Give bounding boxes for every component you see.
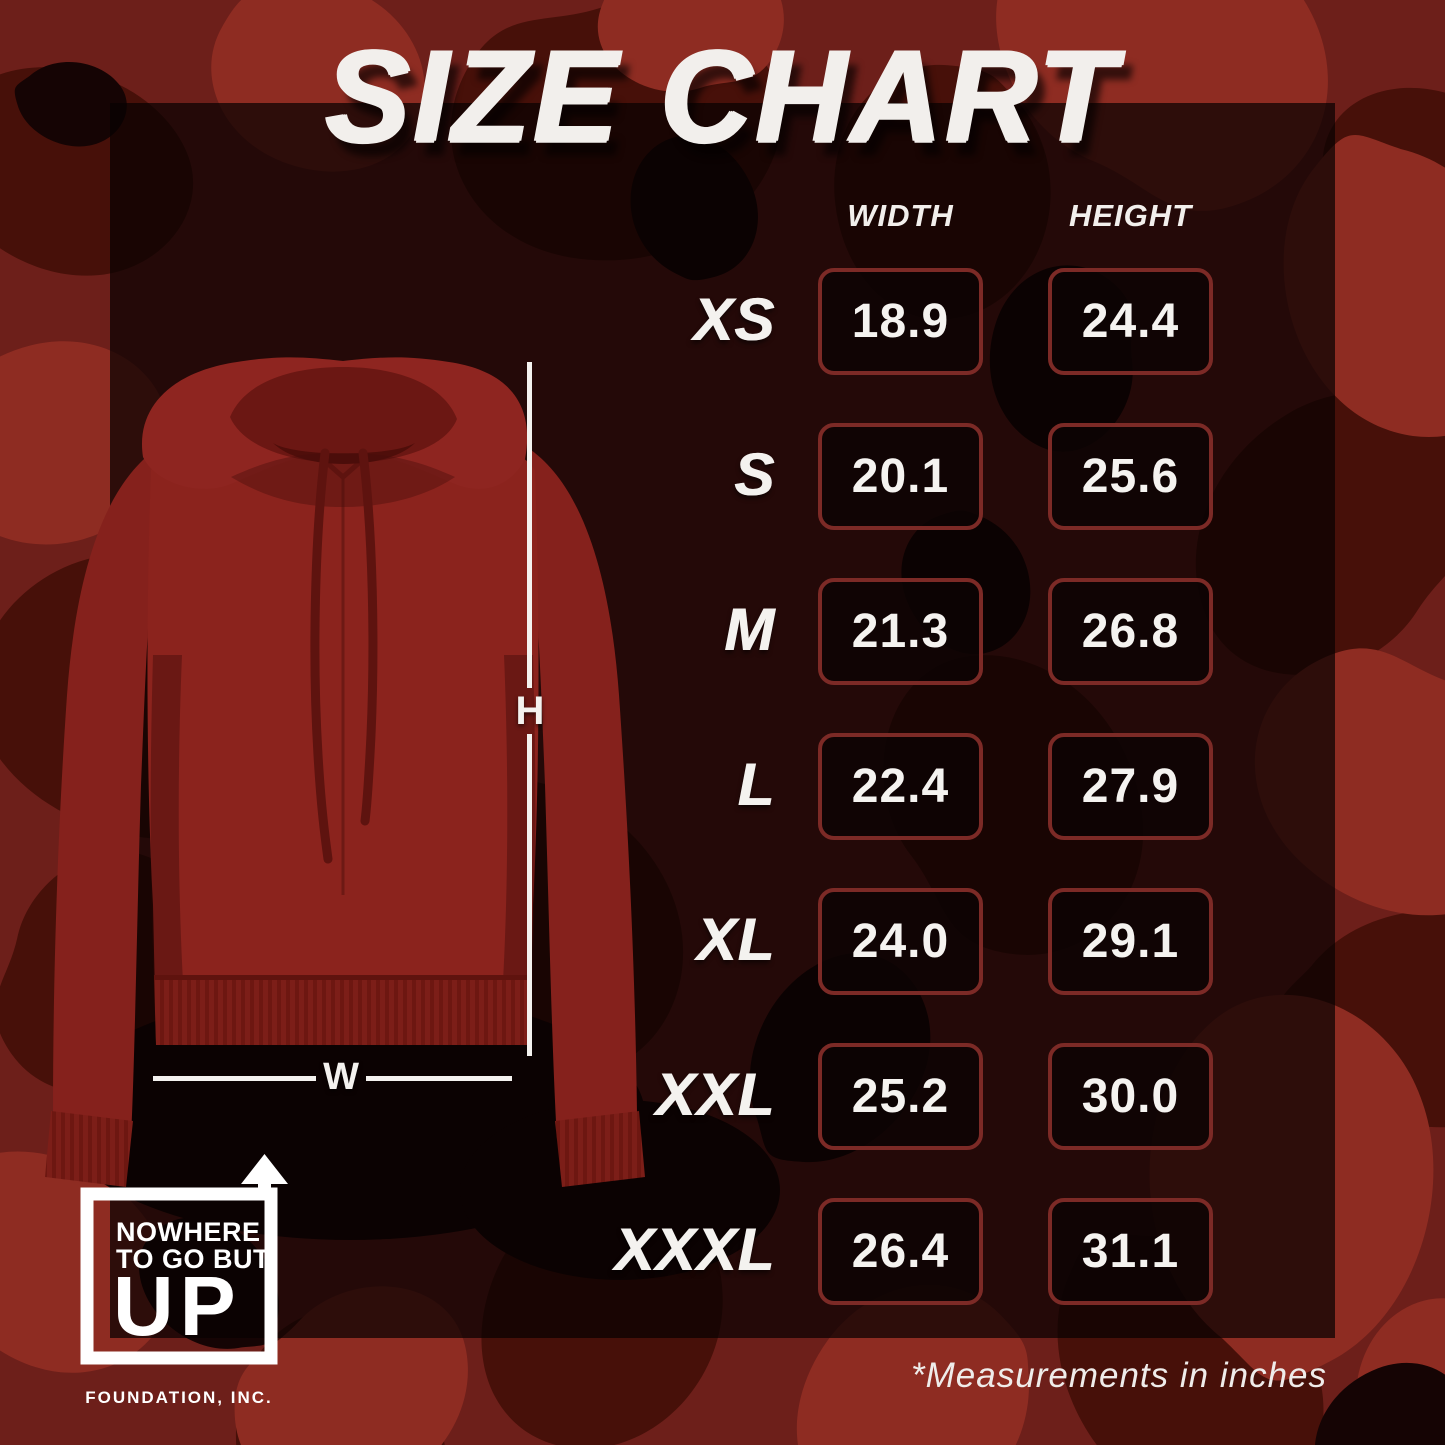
width-value: 26.4 xyxy=(851,1225,950,1278)
height-value: 24.4 xyxy=(1081,295,1180,348)
width-value-box: 20.1 xyxy=(818,423,983,530)
height-value: 29.1 xyxy=(1081,915,1180,968)
table-row: XL 24.0 29.1 xyxy=(0,888,1445,995)
width-measure-line-right xyxy=(366,1076,512,1081)
height-value: 26.8 xyxy=(1081,605,1180,658)
width-value-box: 25.2 xyxy=(818,1043,983,1150)
logo-text-line4: FOUNDATION, INC. xyxy=(85,1388,273,1407)
width-value: 25.2 xyxy=(851,1070,950,1123)
height-value: 25.6 xyxy=(1081,450,1180,503)
width-value-box: 22.4 xyxy=(818,733,983,840)
width-measure-line-left xyxy=(153,1076,316,1081)
height-value-box: 26.8 xyxy=(1048,578,1213,685)
width-value: 22.4 xyxy=(851,760,950,813)
height-value: 27.9 xyxy=(1081,760,1180,813)
size-label: XXL xyxy=(655,1061,775,1128)
table-row: XS 18.9 24.4 xyxy=(0,268,1445,375)
hoodie-left-sleeve xyxy=(53,450,159,1139)
hoodie-body-side-shadow-right xyxy=(499,655,536,1043)
table-row: XXL 25.2 30.0 xyxy=(0,1043,1445,1150)
hoodie-chest-shadow xyxy=(231,453,455,507)
width-measure-label: W xyxy=(323,1056,359,1098)
foundation-logo: NOWHERE TO GO BUT UP FOUNDATION, INC. xyxy=(80,1154,288,1407)
table-row: L 22.4 27.9 xyxy=(0,733,1445,840)
width-value: 21.3 xyxy=(851,605,950,658)
logo-square-frame xyxy=(80,1187,278,1365)
table-row: XXXL 26.4 31.1 xyxy=(0,1198,1445,1305)
width-value: 18.9 xyxy=(851,295,950,348)
size-label: S xyxy=(733,441,775,508)
height-value: 31.1 xyxy=(1081,1225,1180,1278)
hoodie-hood-opening xyxy=(230,367,457,463)
height-value-box: 29.1 xyxy=(1048,888,1213,995)
height-measure-line-lower xyxy=(527,734,532,1056)
width-value-box: 24.0 xyxy=(818,888,983,995)
height-value-box: 30.0 xyxy=(1048,1043,1213,1150)
width-value-box: 18.9 xyxy=(818,268,983,375)
size-label: XS xyxy=(692,286,775,353)
measurements-footnote: *Measurements in inches xyxy=(911,1356,1327,1395)
page-title: SIZE CHART xyxy=(325,22,1120,169)
hoodie-right-cuff xyxy=(555,1111,645,1187)
height-measure-line-upper xyxy=(527,362,532,688)
logo-text-line1: NOWHERE xyxy=(116,1217,261,1247)
width-value: 24.0 xyxy=(851,915,950,968)
height-value-box: 24.4 xyxy=(1048,268,1213,375)
hoodie-hood-interior-shadow xyxy=(273,443,415,464)
hoodie-right-sleeve xyxy=(527,450,637,1139)
hoodie-body xyxy=(147,431,539,1043)
hoodie-body-side-shadow-left xyxy=(150,655,187,1043)
hoodie-hem-band xyxy=(154,977,532,1045)
height-value: 30.0 xyxy=(1081,1070,1180,1123)
width-value-box: 21.3 xyxy=(818,578,983,685)
table-row: S 20.1 25.6 xyxy=(0,423,1445,530)
column-header-height: HEIGHT xyxy=(1068,198,1193,233)
height-value-box: 31.1 xyxy=(1048,1198,1213,1305)
height-value-box: 27.9 xyxy=(1048,733,1213,840)
up-arrow-shaft xyxy=(258,1180,271,1200)
height-measure-label: H xyxy=(515,689,545,733)
logo-text-line2: TO GO BUT xyxy=(116,1244,270,1274)
hoodie-drawstring-left xyxy=(310,448,333,864)
width-value: 20.1 xyxy=(851,450,950,503)
hoodie-left-cuff xyxy=(45,1111,133,1187)
size-label: XXXL xyxy=(614,1216,775,1283)
hoodie-drawstring-right xyxy=(358,448,378,826)
logo-text-line3: UP xyxy=(113,1259,242,1353)
size-label: L xyxy=(737,751,775,818)
height-value-box: 25.6 xyxy=(1048,423,1213,530)
width-value-box: 26.4 xyxy=(818,1198,983,1305)
hoodie-hem-seam xyxy=(154,975,532,980)
up-arrow-icon xyxy=(241,1154,288,1184)
size-label: XL xyxy=(696,906,775,973)
table-row: M 21.3 26.8 xyxy=(0,578,1445,685)
hoodie-illustration xyxy=(45,357,645,1187)
column-header-width: WIDTH xyxy=(847,198,954,233)
size-label: M xyxy=(724,596,775,663)
